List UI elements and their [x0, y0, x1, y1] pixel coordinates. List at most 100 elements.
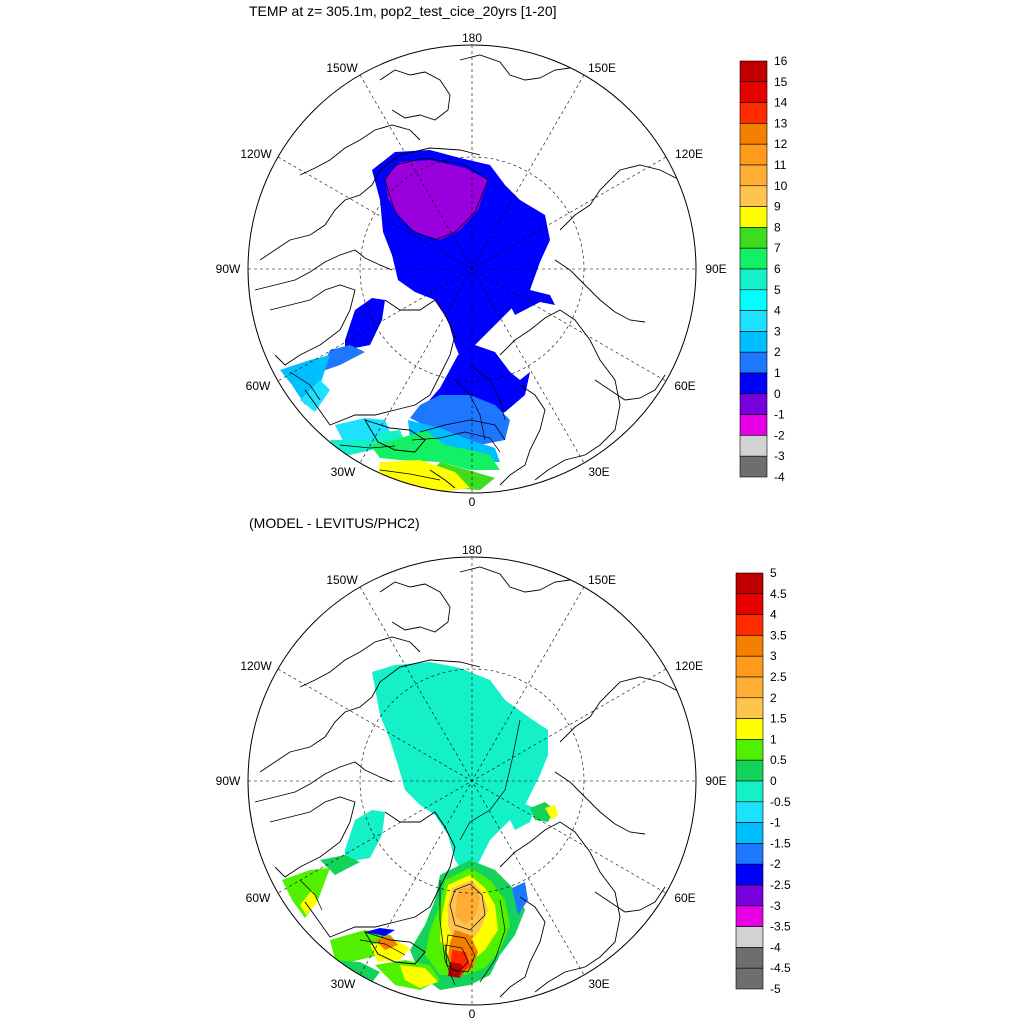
colorbar-label: 1: [774, 366, 781, 380]
colorbar-label: 7: [774, 241, 781, 255]
panel1-title: TEMP at z= 305.1m, pop2_test_cice_20yrs …: [249, 3, 557, 19]
panel1-lon-150e: 150E: [588, 61, 616, 75]
panel2-lon-0: 0: [469, 1007, 476, 1021]
colorbar-label: -3: [774, 449, 785, 463]
colorbar-swatch: [739, 414, 768, 436]
panel2-graticule: [248, 557, 696, 1005]
panel1-lon-60w: 60W: [246, 379, 271, 393]
colorbar-swatch: [739, 310, 768, 332]
colorbar-label: 15: [774, 75, 788, 89]
colorbar-label: 4: [770, 608, 777, 622]
colorbar-swatch: [739, 143, 768, 166]
colorbar-swatch: [735, 635, 764, 657]
colorbar-swatch: [735, 676, 764, 699]
colorbar-swatch: [735, 926, 764, 948]
panel2-lon-60e: 60E: [674, 891, 695, 905]
colorbar-swatch: [735, 593, 764, 615]
panel1-contours: [289, 157, 506, 481]
panel1-graticule: [248, 45, 696, 493]
colorbar-swatch: [735, 884, 764, 907]
colorbar-label: -2: [770, 857, 781, 871]
colorbar-label: 3: [770, 649, 777, 663]
colorbar-label: 6: [774, 262, 781, 276]
panel2-lon-90w: 90W: [216, 774, 241, 788]
panel1-lon-120w: 120W: [240, 147, 272, 161]
panel2-lon-180: 180: [462, 543, 482, 557]
colorbar-swatch: [739, 331, 768, 353]
panel1-lon-0: 0: [469, 495, 476, 509]
colorbar-swatch: [735, 905, 764, 927]
colorbar-label: -1: [774, 408, 785, 422]
colorbar-label: 1: [770, 732, 777, 746]
colorbar-swatch: [739, 81, 768, 103]
colorbar-label: -4: [770, 940, 781, 954]
colorbar-label: 5: [774, 283, 781, 297]
panel2-lon-90e: 90E: [705, 774, 726, 788]
colorbar-swatch: [739, 164, 768, 187]
colorbar-label: -4.5: [770, 961, 791, 975]
colorbar-swatch: [735, 967, 764, 990]
panel1-lon-30e: 30E: [588, 465, 609, 479]
colorbar-swatch: [735, 843, 764, 865]
colorbar-label: 11: [774, 158, 787, 172]
colorbar-swatch: [735, 655, 764, 678]
panel1-coastlines: [254, 54, 681, 489]
panel2-map-boundary: [247, 556, 697, 1006]
colorbar-label: 4: [774, 304, 781, 318]
colorbar-swatch: [739, 268, 768, 291]
colorbar-swatch: [735, 822, 764, 844]
panel2-lon-60w: 60W: [246, 891, 271, 905]
colorbar-label: 1.5: [770, 712, 787, 726]
colorbar-swatch: [739, 455, 768, 478]
panel2-zone-0to-0p5: [372, 662, 548, 880]
colorbar-label: 16: [774, 54, 788, 68]
panel1-lon-90e: 90E: [705, 262, 726, 276]
colorbar-label: 4.5: [770, 587, 787, 601]
colorbar-swatch: [739, 227, 768, 249]
colorbar-label: 12: [774, 137, 788, 151]
colorbar-swatch: [735, 718, 764, 740]
panel1-lon-90w: 90W: [216, 262, 241, 276]
panel2-lon-labels: 180 150E 120E 90E 60E 30E 0 30W 60W 90W …: [216, 543, 727, 1021]
colorbar-swatch: [735, 780, 764, 803]
panel2-lon-120w: 120W: [240, 659, 272, 673]
colorbar-label: 5: [770, 566, 777, 580]
colorbar-swatch: [739, 393, 768, 415]
panel1-lon-150w: 150W: [326, 61, 358, 75]
colorbar-label: 10: [774, 179, 788, 193]
colorbar-swatch: [735, 759, 764, 782]
panel2-lon-30w: 30W: [331, 977, 356, 991]
colorbar-label: 2: [774, 345, 781, 359]
panel1-lon-60e: 60E: [674, 379, 695, 393]
colorbar-label: -4: [774, 470, 785, 484]
colorbar-label: -3.5: [770, 920, 791, 934]
colorbar-swatch: [739, 185, 768, 207]
panel2-contours: [299, 719, 521, 986]
colorbar-label: 0: [770, 774, 777, 788]
panel2-lon-150w: 150W: [326, 573, 358, 587]
colorbar-swatch: [739, 60, 768, 83]
colorbar-swatch: [735, 863, 764, 886]
colorbar-label: 3.5: [770, 628, 787, 642]
colorbar-swatch: [739, 123, 768, 145]
panel2-coastlines: [254, 566, 681, 998]
colorbar-label: 8: [774, 220, 781, 234]
panel2-lon-120e: 120E: [675, 659, 703, 673]
panel2-title: (MODEL - LEVITUS/PHC2): [249, 515, 420, 531]
panel2-lon-150e: 150E: [588, 573, 616, 587]
panel2-colorbar: 5 4.5 4 3.5 3 2.5 2 1.5 1 0.5 0 -0.5 -1 -1.5 -2 -2.5 -3 -…: [735, 566, 791, 996]
colorbar-label: 14: [774, 96, 788, 110]
colorbar-label: 9: [774, 200, 781, 214]
colorbar-swatch: [739, 372, 768, 395]
colorbar-label: -1: [770, 816, 781, 830]
colorbar-swatch: [739, 351, 768, 374]
colorbar-label: 0.5: [770, 753, 787, 767]
panel1-lon-labels: 180 150E 120E 90E 60E 30E 0 30W 60W 90W …: [216, 31, 727, 509]
colorbar-swatch: [735, 739, 764, 761]
colorbar-label: -2.5: [770, 878, 791, 892]
panel2-lon-30e: 30E: [588, 977, 609, 991]
panel1-map-boundary: [247, 44, 697, 494]
colorbar-swatch: [735, 801, 764, 823]
